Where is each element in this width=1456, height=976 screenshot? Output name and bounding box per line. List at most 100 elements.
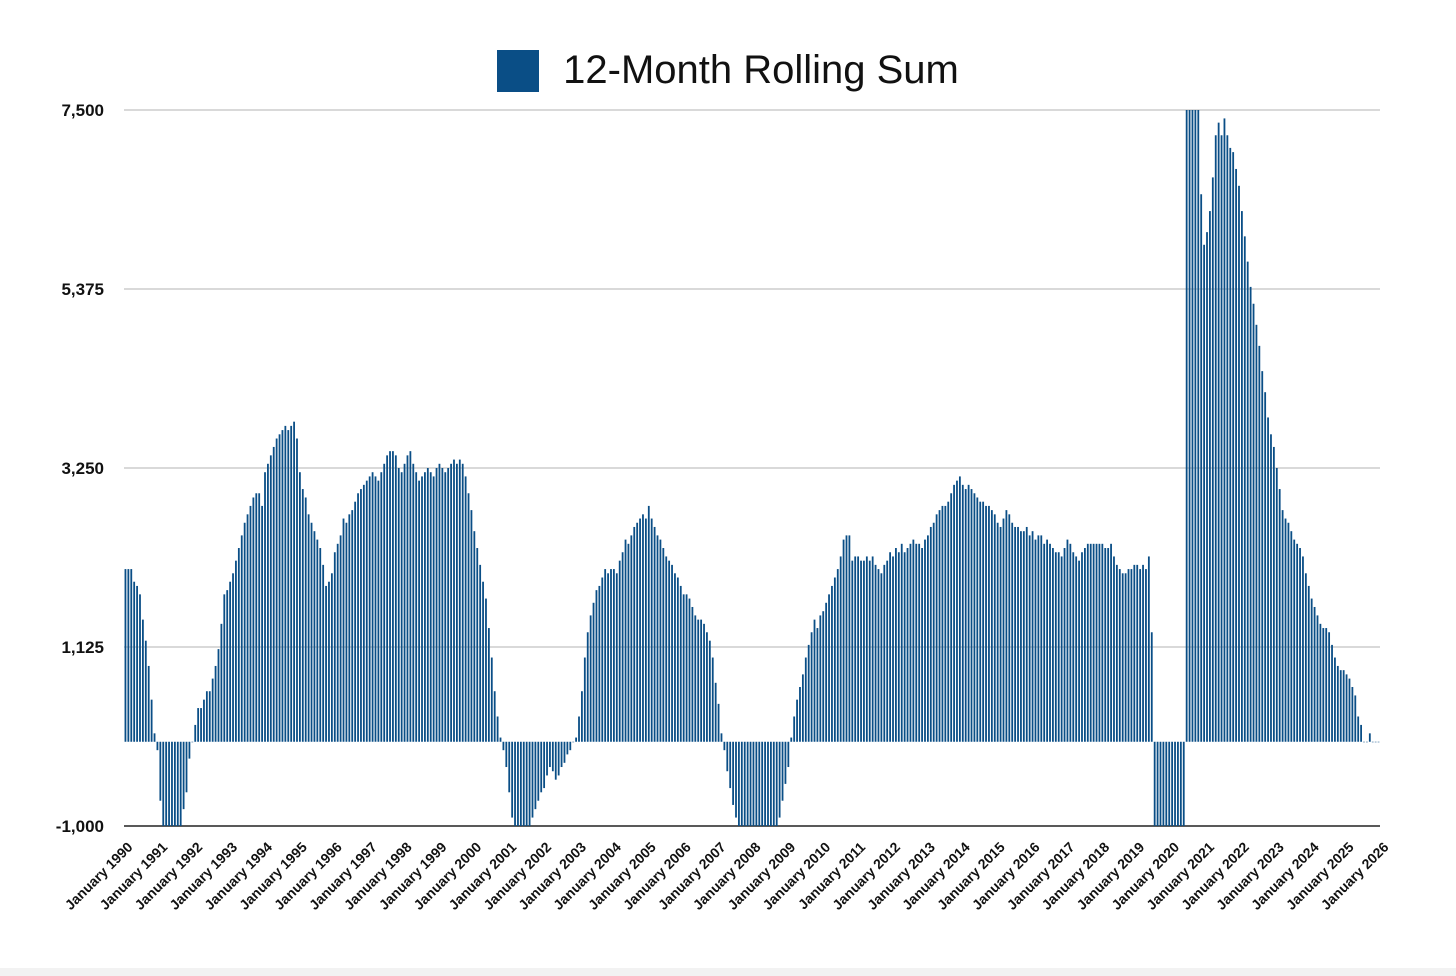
- bar: [287, 430, 290, 742]
- bar: [1351, 687, 1354, 742]
- bar: [447, 468, 450, 742]
- bar: [1107, 548, 1110, 742]
- bar: [301, 489, 304, 742]
- bar: [223, 594, 226, 742]
- bar: [1049, 543, 1051, 742]
- bar: [1043, 543, 1046, 742]
- bar: [816, 628, 819, 742]
- bar: [1226, 135, 1229, 742]
- bar: [514, 741, 516, 826]
- bar: [857, 556, 860, 742]
- bar: [642, 514, 644, 742]
- y-tick-label: 7,500: [61, 101, 104, 120]
- bar: [863, 560, 865, 742]
- bar: [383, 463, 386, 742]
- bar: [1342, 670, 1345, 742]
- bar: [883, 564, 886, 742]
- bar: [1098, 543, 1101, 742]
- bar: [708, 640, 711, 742]
- bar: [1156, 741, 1159, 826]
- bar: [200, 708, 202, 742]
- bar: [296, 438, 298, 742]
- bar: [697, 619, 700, 742]
- bar: [345, 522, 348, 742]
- bar: [1354, 695, 1357, 742]
- bar: [900, 543, 903, 742]
- bar: [307, 514, 310, 742]
- bar: [1319, 623, 1322, 742]
- bar: [339, 535, 342, 742]
- bar: [249, 505, 252, 742]
- bar: [380, 472, 383, 742]
- bar: [653, 526, 656, 742]
- bar: [1063, 548, 1066, 742]
- bar: [1115, 564, 1118, 742]
- bar: [1293, 539, 1296, 742]
- bar: [1054, 552, 1057, 742]
- bar: [935, 514, 938, 742]
- bar: [357, 493, 359, 742]
- bar: [168, 741, 170, 826]
- bar: [1360, 724, 1362, 742]
- bar: [264, 472, 266, 742]
- bar: [1322, 628, 1325, 742]
- bar: [1025, 526, 1028, 742]
- bar: [999, 526, 1002, 742]
- bar: [761, 741, 764, 826]
- bar: [644, 518, 647, 742]
- bar: [610, 569, 612, 742]
- bar: [1307, 585, 1310, 742]
- bar: [1194, 110, 1197, 742]
- bar: [313, 531, 316, 742]
- bar: [636, 522, 639, 742]
- bar: [1267, 417, 1269, 742]
- bar: [176, 741, 179, 826]
- bar: [1136, 564, 1139, 742]
- bar: [162, 741, 165, 826]
- bar: [1182, 741, 1185, 826]
- y-axis-tick-labels: -1,000 1,125 3,250 5,375 7,500: [56, 101, 104, 836]
- bar: [543, 741, 546, 789]
- bar: [1211, 177, 1214, 742]
- bar: [330, 573, 333, 742]
- bar: [470, 510, 473, 742]
- bar: [630, 535, 633, 742]
- bar: [1179, 741, 1182, 826]
- bar: [1072, 552, 1075, 742]
- bar: [720, 733, 723, 742]
- bar: [1130, 569, 1133, 742]
- bar: [203, 699, 205, 742]
- bar: [589, 615, 592, 742]
- bar: [793, 716, 796, 742]
- bar: [394, 455, 397, 742]
- bar: [243, 522, 246, 742]
- bar: [909, 543, 912, 742]
- bar: [976, 497, 979, 742]
- bar: [1217, 122, 1220, 742]
- bar: [592, 602, 595, 742]
- bar: [1005, 510, 1008, 742]
- bar: [723, 741, 726, 751]
- legend: 12-Month Rolling Sum: [0, 48, 1456, 97]
- bar: [1142, 564, 1144, 742]
- bar: [1232, 152, 1235, 742]
- bar: [1017, 526, 1019, 742]
- bar: [711, 657, 714, 742]
- bar: [124, 569, 127, 742]
- bar: [232, 573, 234, 742]
- bar: [275, 438, 278, 742]
- y-tick-label: 5,375: [61, 280, 104, 299]
- bar: [540, 741, 543, 793]
- bar: [860, 560, 862, 742]
- bar: [336, 543, 339, 742]
- bar: [877, 569, 880, 742]
- bar: [578, 716, 580, 742]
- bar: [1366, 741, 1368, 743]
- bar: [659, 539, 662, 742]
- bar: [903, 552, 906, 742]
- bar: [435, 468, 438, 742]
- bar: [938, 510, 941, 742]
- bar: [897, 552, 900, 742]
- bar: [1255, 324, 1258, 742]
- bar: [351, 510, 354, 742]
